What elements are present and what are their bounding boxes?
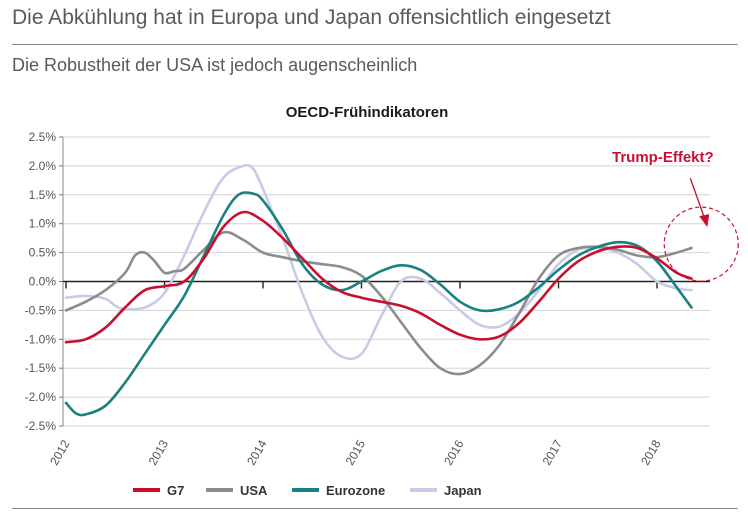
- chart-title: OECD-Frühindikatoren: [286, 104, 449, 121]
- series-line-g7: [64, 210, 693, 344]
- footer-divider: [12, 508, 738, 509]
- series-line-eurozone: [64, 191, 693, 417]
- legend-item-japan: Japan: [410, 483, 482, 498]
- page-title: Die Abkühlung hat in Europa und Japan of…: [12, 6, 611, 29]
- x-tick-label: 2017: [540, 437, 566, 467]
- x-tick-label: 2014: [244, 437, 270, 467]
- y-tick-label: -0.5%: [25, 303, 57, 317]
- legend-label: Eurozone: [326, 483, 385, 498]
- series-line-usa: [64, 230, 693, 376]
- legend: G7 USA Eurozone Japan: [133, 483, 482, 498]
- legend-label: Japan: [444, 483, 482, 498]
- legend-label: G7: [167, 483, 184, 498]
- legend-label: USA: [240, 483, 268, 498]
- chart-series: [64, 163, 693, 417]
- y-tick-label: 2.0%: [29, 159, 57, 173]
- annotation-label: Trump-Effekt?: [612, 149, 714, 166]
- y-tick-label: -1.0%: [25, 332, 57, 346]
- legend-item-usa: USA: [206, 483, 268, 498]
- page-subtitle: Die Robustheit der USA ist jedoch augens…: [12, 55, 418, 75]
- y-tick-label: 1.0%: [29, 217, 57, 231]
- y-tick-label: 0.5%: [29, 246, 57, 260]
- legend-item-eurozone: Eurozone: [292, 483, 385, 498]
- x-tick-label: 2013: [146, 437, 172, 467]
- y-tick-label: 2.5%: [29, 130, 57, 144]
- x-tick-label: 2016: [441, 437, 467, 467]
- title-divider: [12, 44, 738, 45]
- legend-item-g7: G7: [133, 483, 184, 498]
- y-axis: 2.5% 2.0% 1.5% 1.0% 0.5% 0.0% -0.5% -1.0% -1.5% -…: [25, 130, 64, 433]
- y-tick-label: -1.5%: [25, 361, 57, 375]
- x-tick-label: 2015: [343, 437, 369, 467]
- x-tick-label: 2012: [47, 437, 73, 467]
- x-axis: 2012 2013 2014 2015 2016 2017 2018: [47, 280, 710, 468]
- annotation-arrow: [689, 177, 706, 221]
- y-tick-label: 1.5%: [29, 188, 57, 202]
- annotation-circle: [663, 206, 739, 282]
- annotation-arrowhead: [699, 214, 710, 228]
- trump-annotation: Trump-Effekt?: [612, 149, 739, 282]
- x-tick-label: 2018: [638, 437, 664, 467]
- y-tick-label: 0.0%: [29, 275, 57, 289]
- y-tick-label: -2.0%: [25, 390, 57, 404]
- chart-grid: [63, 136, 710, 427]
- y-tick-label: -2.5%: [25, 419, 57, 433]
